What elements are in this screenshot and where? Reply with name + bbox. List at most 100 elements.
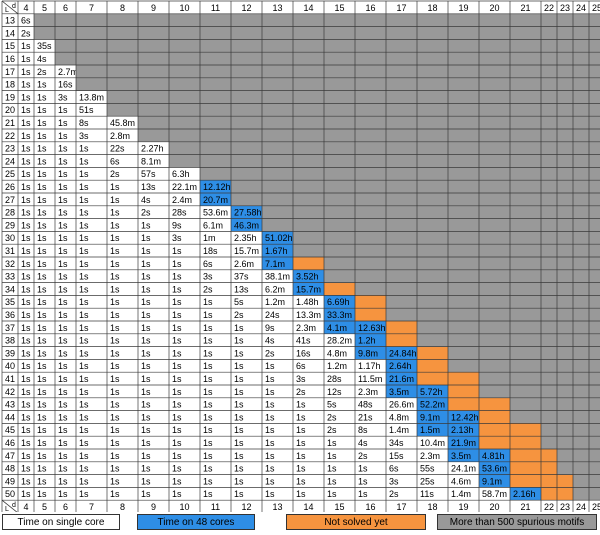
cell-value-43-15: 5s — [327, 400, 337, 410]
cell-33-17 — [386, 269, 417, 283]
cell-39-18 — [417, 346, 448, 360]
cell-31-12 — [231, 244, 262, 257]
cell-48-15 — [324, 461, 355, 475]
cell-17-19 — [448, 65, 479, 78]
cell-37-12 — [231, 321, 262, 334]
cell-43-17 — [386, 397, 417, 411]
cell-33-5 — [34, 269, 55, 283]
cell-38-16 — [355, 333, 386, 347]
cell-23-20 — [479, 141, 510, 155]
cell-37-21 — [510, 321, 541, 334]
cell-22-24 — [573, 129, 589, 142]
cell-29-14 — [293, 218, 324, 232]
row-label-bg — [2, 295, 18, 309]
cell-39-13 — [262, 346, 293, 360]
cell-31-24 — [573, 244, 589, 257]
cell-41-13 — [262, 372, 293, 385]
cell-42-4 — [18, 385, 34, 398]
cell-value-44-14: 1s — [296, 412, 306, 422]
cell-13-11 — [200, 13, 231, 27]
cell-value-44-5: 1s — [37, 412, 47, 422]
cell-40-14 — [293, 359, 324, 373]
cell-28-17 — [386, 205, 417, 219]
cell-value-34-14: 15.7m — [296, 284, 321, 294]
cell-value-37-11: 1s — [203, 323, 213, 333]
cell-34-21 — [510, 282, 541, 296]
row-label-bg — [2, 244, 18, 257]
cell-46-19 — [448, 436, 479, 449]
cell-value-38-9: 1s — [141, 336, 151, 346]
cell-34-13 — [262, 282, 293, 296]
cell-value-20-5: 1s — [37, 105, 47, 115]
cell-value-43-14: 1s — [296, 400, 306, 410]
cell-45-23 — [557, 423, 573, 437]
cell-48-21 — [510, 461, 541, 475]
cell-value-47-12: 1s — [234, 451, 244, 461]
cell-44-20 — [479, 410, 510, 424]
cell-38-6 — [55, 333, 76, 347]
cell-38-24 — [573, 333, 589, 347]
cell-value-28-8: 1s — [110, 208, 120, 218]
cell-13-18 — [417, 13, 448, 27]
cell-31-23 — [557, 244, 573, 257]
cell-value-39-13: 2s — [265, 348, 275, 358]
cell-32-16 — [355, 257, 386, 270]
cell-19-6 — [55, 90, 76, 104]
cell-30-22 — [541, 231, 557, 245]
cell-31-22 — [541, 244, 557, 257]
cell-45-4 — [18, 423, 34, 437]
cell-44-4 — [18, 410, 34, 424]
cell-50-19 — [448, 487, 479, 501]
cell-47-10 — [169, 449, 200, 462]
cell-31-5 — [34, 244, 55, 257]
cell-31-14 — [293, 244, 324, 257]
cell-38-14 — [293, 333, 324, 347]
cell-29-6 — [55, 218, 76, 232]
cell-22-5 — [34, 129, 55, 142]
cell-value-46-6: 1s — [58, 438, 68, 448]
cell-value-47-17: 15s — [389, 451, 404, 461]
cell-49-21 — [510, 474, 541, 488]
cell-36-7 — [76, 308, 107, 321]
cell-31-17 — [386, 244, 417, 257]
cell-38-17 — [386, 333, 417, 347]
cell-26-18 — [417, 180, 448, 193]
cell-value-21-7: 8s — [79, 118, 89, 128]
cell-value-49-11: 1s — [203, 476, 213, 486]
row-label-33: 33 — [5, 272, 15, 282]
legend-unsolved: Not solved yet — [286, 514, 426, 530]
cell-20-8 — [107, 103, 138, 117]
row-label-bg — [2, 193, 18, 206]
cell-value-18-6: 16s — [58, 80, 73, 90]
cell-48-6 — [55, 461, 76, 475]
cell-value-22-7: 3s — [79, 131, 89, 141]
header-col-label-5: 5 — [42, 3, 47, 13]
cell-48-7 — [76, 461, 107, 475]
cell-29-15 — [324, 218, 355, 232]
row-label-bg — [2, 116, 18, 129]
cell-value-47-13: 1s — [265, 451, 275, 461]
cell-13-23 — [557, 13, 573, 27]
cell-value-49-12: 1s — [234, 476, 244, 486]
cell-49-15 — [324, 474, 355, 488]
cell-23-16 — [355, 141, 386, 155]
cell-value-36-8: 1s — [110, 310, 120, 320]
cell-value-37-7: 1s — [79, 323, 89, 333]
cell-35-10 — [169, 295, 200, 309]
cell-42-10 — [169, 385, 200, 398]
row-label-bg — [2, 205, 18, 219]
cell-46-10 — [169, 436, 200, 449]
cell-value-43-10: 1s — [172, 400, 182, 410]
cell-22-21 — [510, 129, 541, 142]
cell-41-22 — [541, 372, 557, 385]
cell-36-6 — [55, 308, 76, 321]
cell-value-38-4: 1s — [21, 336, 31, 346]
cell-value-31-10: 1s — [172, 246, 182, 256]
cell-25-12 — [231, 167, 262, 181]
cell-45-18 — [417, 423, 448, 437]
cell-16-25 — [589, 52, 600, 65]
row-label-bg — [2, 231, 18, 245]
cell-26-21 — [510, 180, 541, 193]
cell-value-26-10: 22.1m — [172, 182, 197, 192]
cell-21-15 — [324, 116, 355, 129]
